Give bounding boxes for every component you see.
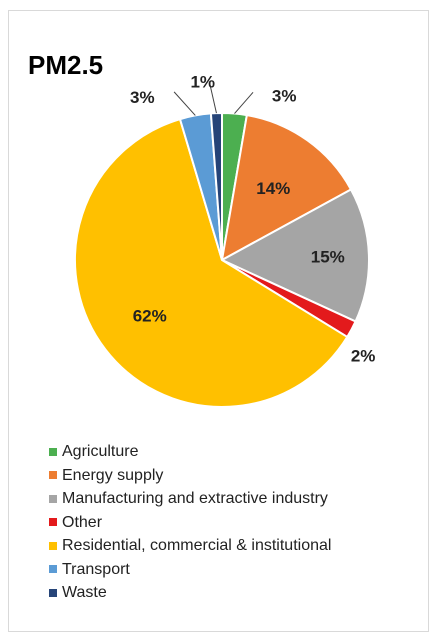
data-label-residential-commercial-institutional: 62% [133,307,167,326]
data-label-transport: 3% [130,88,155,107]
chart-title: PM2.5 [28,50,104,80]
data-label-waste: 1% [190,73,215,92]
legend-swatch [49,494,57,503]
legend-label: Transport [62,560,130,578]
legend-label: Agriculture [62,443,139,460]
leader-line-transport [173,91,196,116]
legend-label: Manufacturing and extractive industry [62,490,328,507]
legend-label: Other [62,513,103,531]
pie-slice-residential-commercial-institutional [74,117,349,409]
legend-item-energy-supply: Energy supply [49,464,331,488]
data-label-energy-supply: 14% [256,179,290,198]
legend-swatch [49,588,57,597]
data-label-other: 2% [351,347,376,366]
pie-slice-energy-supply [220,113,353,262]
legend-swatch [49,471,57,480]
leader-line-waste [209,82,217,114]
data-label-manufacturing-and-extractive-industry: 15% [311,247,345,266]
leader-line-agriculture [234,91,254,114]
legend-item-manufacturing-and-extractive-industry: Manufacturing and extractive industry [49,487,331,511]
legend-swatch [49,447,57,456]
legend-label: Energy supply [62,466,164,484]
legend-item-transport: Transport [49,558,331,582]
legend-swatch [49,518,57,527]
legend-swatch [49,565,57,574]
legend-item-agriculture: Agriculture [49,440,331,464]
legend-swatch [49,541,57,550]
legend-label: Waste [62,584,107,601]
legend-item-other: Other [49,511,331,535]
pie-slice-manufacturing-and-extractive-industry [219,188,370,323]
legend: Agriculture Energy supply Manufacturing an… [49,440,331,605]
legend-label: Residential, commercial & institutional [62,537,332,554]
legend-item-waste: Waste [49,581,331,605]
legend-item-residential-commercial-institutional: Residential, commercial & institutional [49,534,331,558]
data-label-agriculture: 3% [272,86,297,105]
